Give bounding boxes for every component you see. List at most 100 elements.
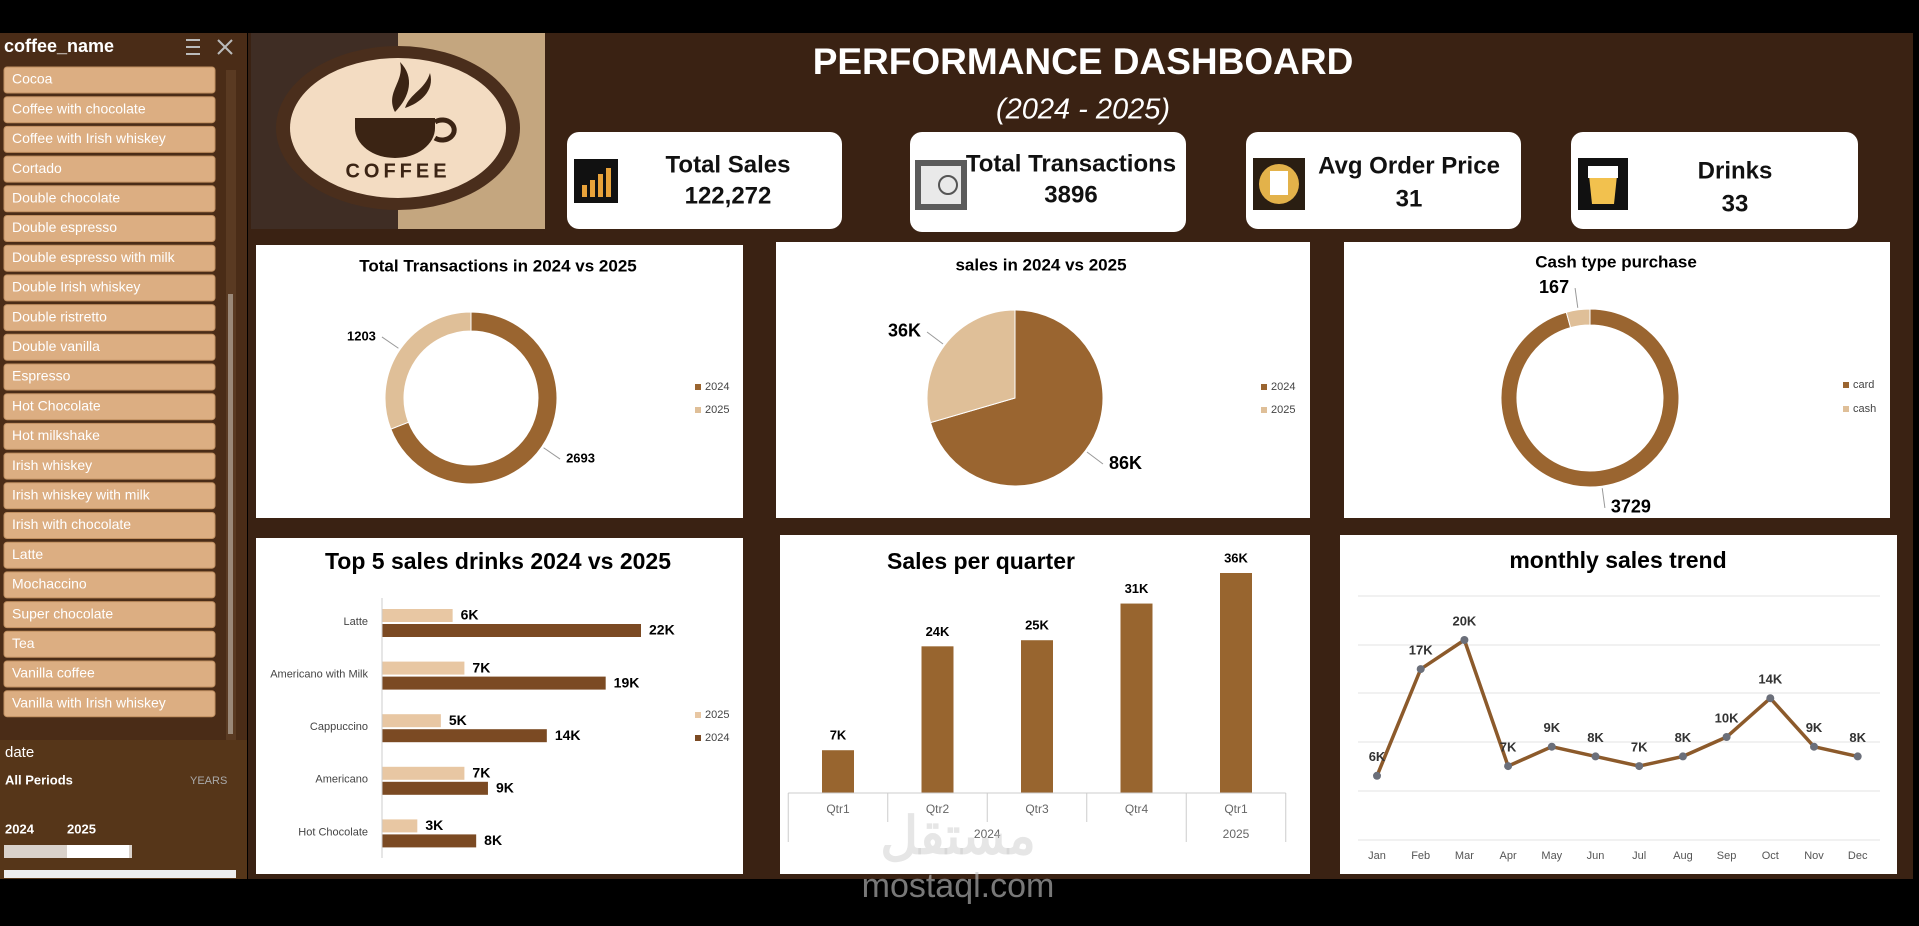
data-label: 8K [484, 832, 502, 848]
slicer-item[interactable] [3, 304, 216, 332]
slicer-item[interactable] [3, 512, 216, 539]
slicer-item-label[interactable]: Coffee with Irish whiskey [12, 130, 166, 146]
slicer-item[interactable] [3, 244, 216, 272]
kpi-card [910, 132, 1186, 232]
slicer-item-label[interactable]: Irish whiskey with milk [12, 487, 151, 503]
kpi-label: Avg Order Price [1318, 152, 1500, 179]
bar [382, 729, 547, 743]
bar [1021, 640, 1053, 793]
marker [1504, 762, 1513, 771]
data-label: 6K [1369, 749, 1386, 764]
marker [1547, 742, 1556, 751]
leader-line [1574, 287, 1579, 308]
kpi-value: 31 [1396, 185, 1423, 212]
watermark: مستقل [880, 808, 1036, 866]
slicer-item[interactable] [3, 690, 216, 718]
slicer-item-label[interactable]: Vanilla with Irish whiskey [12, 694, 166, 710]
slicer-item[interactable] [3, 363, 216, 391]
logo-cup [355, 118, 435, 158]
data-label: 14K [1758, 672, 1782, 687]
leader-line [926, 331, 944, 345]
slicer-item-label[interactable]: Coffee with chocolate [12, 100, 146, 116]
dashboard-subtitle: (2024 - 2025) [996, 94, 1170, 126]
legend-label: 2025 [1271, 404, 1295, 416]
slicer-item[interactable] [3, 155, 216, 183]
slicer-item[interactable] [3, 630, 216, 658]
data-label: 9K [496, 780, 514, 796]
slicer-item[interactable] [3, 422, 216, 450]
slicer-item-label[interactable]: Super chocolate [12, 605, 113, 621]
slicer-item-label[interactable]: Double espresso [12, 219, 117, 235]
slicer-item-label[interactable]: Hot milkshake [12, 427, 100, 443]
data-label: 36K [1224, 550, 1248, 565]
slicer-item-label[interactable]: Hot Chocolate [12, 397, 101, 413]
x-tick-label: Qtr2 [926, 802, 950, 816]
leader-line [1086, 451, 1104, 465]
slicer-item[interactable] [3, 393, 216, 421]
logo-leaves [392, 62, 431, 112]
slice [926, 309, 1016, 424]
timeline-selection[interactable] [67, 845, 129, 858]
marker [1722, 733, 1731, 741]
slicer-item[interactable] [3, 482, 216, 510]
x-tick-label: Nov [1804, 850, 1824, 862]
dashboard-title: PERFORMANCE DASHBOARD [813, 41, 1354, 82]
line [1375, 637, 1859, 777]
slicer-item[interactable] [3, 333, 216, 361]
slicer-item[interactable] [3, 571, 216, 599]
slicer-item-label[interactable]: Vanilla coffee [12, 665, 95, 681]
slicer-item-label[interactable]: Espresso [12, 368, 71, 384]
bar [382, 766, 465, 780]
slicer-item[interactable] [3, 274, 216, 302]
date-level[interactable]: YEARS [190, 775, 227, 787]
data-label: 14K [555, 727, 581, 743]
kpi-label: Drinks [1698, 157, 1773, 184]
slicer-item[interactable] [3, 601, 216, 629]
data-label: 167 [1539, 277, 1569, 297]
slicer-item-label[interactable]: Cocoa [12, 71, 53, 87]
slicer-item[interactable] [3, 215, 216, 242]
slicer-item-label[interactable]: Double espresso with milk [12, 249, 176, 265]
data-label: 22K [649, 622, 675, 638]
date-year[interactable]: 2025 [67, 821, 96, 836]
data-label: 7K [472, 659, 490, 675]
kpi-icon [1578, 158, 1628, 210]
slice [1565, 308, 1591, 329]
kpi-card [567, 132, 842, 229]
scrollbar-thumb[interactable] [228, 294, 233, 734]
slicer-item-label[interactable]: Double ristretto [12, 308, 107, 324]
x-tick-label: Jul [1632, 850, 1646, 862]
slicer-item-label[interactable]: Irish whiskey [12, 457, 92, 473]
x-tick-label: Mar [1455, 850, 1474, 862]
slicer-item[interactable] [3, 660, 216, 688]
date-slicer-bg [0, 740, 247, 879]
slicer-title: coffee_name [4, 36, 114, 56]
slicer-item[interactable] [3, 452, 216, 480]
x-tick-label: Qtr1 [1224, 802, 1248, 816]
data-label: 7K [1631, 740, 1648, 755]
slicer-item-label[interactable]: Double Irish whiskey [12, 279, 140, 295]
bar [382, 834, 477, 848]
date-year[interactable]: 2024 [5, 821, 35, 836]
legend-label: 2025 [705, 404, 729, 416]
slicer-item[interactable] [3, 66, 216, 94]
timeline-scroll[interactable] [4, 870, 236, 878]
data-label: 5K [449, 712, 467, 728]
slicer-item-label[interactable]: Irish with chocolate [12, 516, 131, 532]
slicer-item-label[interactable]: Mochaccino [12, 576, 87, 592]
data-label: 8K [1675, 730, 1692, 745]
slicer-item-label[interactable]: Double vanilla [12, 338, 100, 354]
slicer-item-label[interactable]: Double chocolate [12, 190, 120, 206]
legend-label: cash [1853, 403, 1876, 415]
slicer-item[interactable] [3, 96, 216, 124]
slicer-item-label[interactable]: Cortado [12, 160, 62, 176]
chart-title: Total Transactions in 2024 vs 2025 [359, 256, 637, 275]
slicer-item[interactable] [3, 125, 216, 153]
slicer-item-label[interactable]: Latte [12, 546, 43, 562]
slicer-item-label[interactable]: Tea [12, 635, 35, 651]
slicer-item[interactable] [3, 541, 216, 569]
slicer-item[interactable] [3, 185, 216, 213]
slicer-icons[interactable] [186, 39, 233, 55]
x-tick-label: Jun [1587, 850, 1605, 862]
